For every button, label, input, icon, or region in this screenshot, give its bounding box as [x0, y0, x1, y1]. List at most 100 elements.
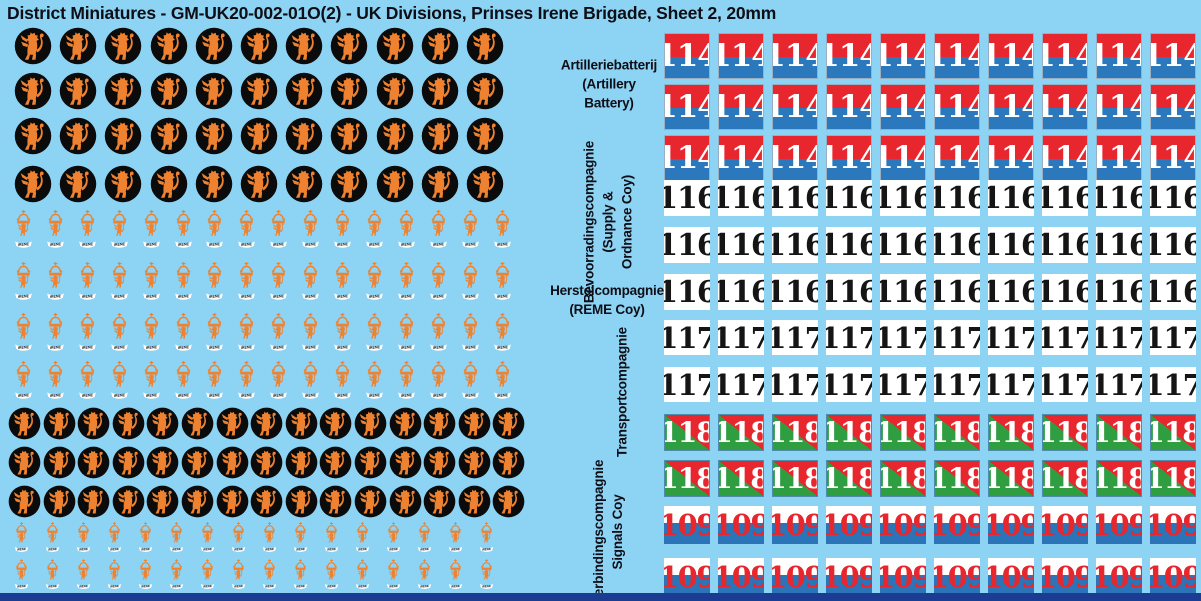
unit-number-decal-118: 118 — [718, 414, 764, 451]
lion-roundel-icon — [285, 485, 318, 518]
lion-roundel-icon — [8, 446, 41, 479]
irene-scroll-text: IRENE — [141, 584, 150, 589]
lion-roundel-decal — [376, 165, 414, 203]
lion-icon — [49, 222, 61, 236]
lion-roundel-icon — [240, 72, 278, 110]
lion-roundel-icon — [493, 446, 525, 479]
lion-icon — [305, 373, 316, 387]
unit-number-decal-116: 116 — [664, 274, 710, 310]
unit-number-decal-116: 116 — [934, 274, 980, 310]
lion-icon — [496, 274, 508, 288]
crown-icon — [388, 522, 399, 533]
lion-icon — [368, 274, 380, 288]
crown-icon — [112, 210, 126, 224]
lion-roundel-small-decal — [146, 407, 179, 440]
irene-scroll-text: IRENE — [451, 584, 460, 589]
irene-badge-icon: IRENE — [238, 210, 256, 248]
irene-scroll-text: IRENE — [209, 345, 221, 350]
unit-number-decal-109: 109 — [826, 558, 872, 596]
irene-scroll-text: IRENE — [327, 584, 336, 589]
irene-scroll-text: IRENE — [401, 345, 413, 350]
irene-scroll: IRENE — [14, 547, 29, 553]
unit-number-decal-116: 116 — [1042, 180, 1088, 216]
irene-badge-decal: IRENE — [174, 312, 193, 354]
lion-icon — [17, 532, 26, 543]
lion-roundel-small-decal — [285, 446, 318, 479]
lion-icon — [368, 222, 380, 236]
unit-number-decal-117: 117 — [934, 320, 980, 355]
lion-roundel-icon — [466, 27, 504, 65]
crown-icon — [357, 559, 368, 570]
irene-scroll: IRENE — [493, 392, 511, 399]
lion-roundel-small-decal — [319, 485, 352, 518]
lion-icon — [400, 373, 412, 387]
irene-badge-small-decal: IRENE — [169, 558, 184, 592]
lion-icon — [177, 373, 189, 387]
irene-scroll: IRENE — [366, 392, 383, 399]
irene-scroll-text: IRENE — [18, 393, 30, 398]
lion-roundel-icon — [285, 27, 323, 65]
irene-scroll: IRENE — [110, 293, 128, 300]
irene-scroll-text: IRENE — [114, 345, 126, 350]
unit-number-decal-116: 116 — [1096, 180, 1142, 216]
irene-scroll: IRENE — [47, 293, 64, 300]
lion-roundel-icon — [77, 485, 110, 518]
irene-badge-icon: IRENE — [76, 522, 91, 553]
irene-badge-decal: IRENE — [237, 209, 256, 251]
irene-scroll-text: IRENE — [50, 345, 62, 350]
irene-badge-icon: IRENE — [15, 313, 32, 351]
irene-scroll: IRENE — [142, 392, 160, 399]
lion-roundel-small-decal — [458, 446, 491, 479]
crown-icon — [295, 559, 306, 570]
crown-icon — [240, 210, 254, 224]
irene-scroll-text: IRENE — [305, 393, 317, 398]
crown-icon — [16, 559, 27, 570]
crown-icon — [399, 361, 414, 375]
irene-badge-icon: IRENE — [397, 262, 415, 300]
lion-roundel-small-decal — [492, 407, 525, 440]
lion-icon — [241, 373, 252, 387]
lion-roundel-icon — [466, 117, 504, 155]
irene-badge-icon: IRENE — [14, 522, 29, 553]
irene-scroll-text: IRENE — [172, 547, 181, 552]
irene-scroll-text: IRENE — [337, 345, 349, 350]
irene-badge-decal: IRENE — [493, 312, 512, 354]
lion-icon — [113, 373, 125, 387]
irene-badge-icon: IRENE — [493, 262, 511, 300]
lion-roundel-decal — [285, 165, 323, 203]
lion-roundel-small-decal — [458, 407, 491, 440]
irene-scroll: IRENE — [386, 584, 401, 590]
irene-scroll: IRENE — [200, 547, 215, 553]
lion-roundel-icon — [147, 407, 179, 440]
sheet-title: District Miniatures - GM-UK20-002-01O(2)… — [7, 3, 777, 23]
lion-icon — [209, 274, 220, 288]
lion-icon — [400, 274, 412, 288]
lion-roundel-icon — [112, 485, 145, 518]
irene-badge-decal: IRENE — [174, 209, 193, 251]
irene-badge-icon: IRENE — [262, 522, 277, 553]
lion-roundel-icon — [458, 446, 491, 479]
crown-icon — [144, 210, 158, 224]
crown-icon — [16, 210, 31, 224]
irene-scroll: IRENE — [76, 584, 91, 590]
unit-number-decal-114: 114 — [934, 33, 980, 79]
lion-roundel-icon — [421, 27, 459, 65]
lion-icon — [241, 325, 252, 339]
lion-icon — [113, 274, 125, 288]
unit-number-decal-114: 114 — [934, 135, 980, 181]
irene-badge-icon: IRENE — [366, 313, 383, 351]
irene-badge-small-decal: IRENE — [417, 558, 432, 592]
lion-roundel-small-decal — [8, 446, 41, 479]
crown-icon — [109, 522, 120, 533]
irene-badge-icon: IRENE — [493, 361, 511, 399]
irene-badge-icon: IRENE — [138, 559, 153, 590]
lion-roundel-small-decal — [77, 407, 110, 440]
unit-number-decal-116: 116 — [664, 227, 710, 263]
unit-number-decal-114: 114 — [664, 84, 710, 130]
lion-roundel-small-decal — [181, 485, 214, 518]
crown-icon — [303, 361, 318, 375]
unit-number-decal-114: 114 — [1150, 135, 1196, 181]
irene-scroll: IRENE — [429, 392, 447, 399]
irene-scroll: IRENE — [47, 344, 64, 351]
irene-badge-small-decal: IRENE — [386, 558, 401, 592]
